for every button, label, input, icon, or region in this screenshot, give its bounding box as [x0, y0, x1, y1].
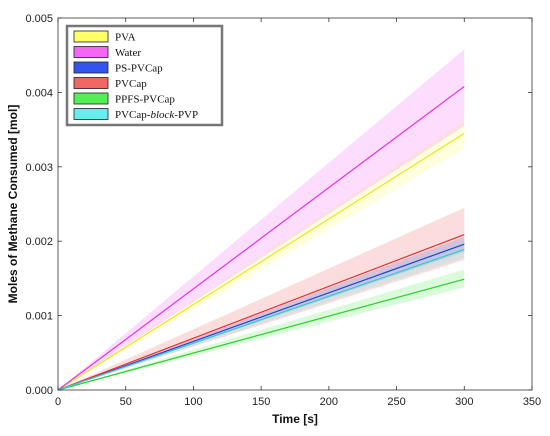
plot-frame	[57, 17, 533, 391]
x-tick-label: 250	[387, 396, 405, 408]
y-tick-label: 0.005	[25, 13, 53, 25]
x-tick-label: 150	[252, 396, 270, 408]
y-tick-label: 0.004	[25, 87, 53, 99]
series-line	[57, 243, 465, 391]
legend-label: PVA	[115, 32, 136, 44]
legend-swatch	[73, 46, 109, 58]
legend-label: PS-PVCap	[115, 63, 163, 75]
x-axis: 0 50 100 150 200 250 300 350	[55, 18, 541, 408]
series-line	[57, 278, 465, 391]
series-line	[57, 248, 465, 391]
y-tick-label: 0.000	[25, 385, 53, 397]
legend-label-text: PVA	[115, 32, 136, 44]
legend-swatch	[73, 108, 109, 120]
legend-label: PPFS-PVCap	[115, 94, 175, 106]
confidence-band	[58, 120, 465, 390]
confidence-bands	[58, 49, 465, 391]
legend-label-text: PS-PVCap	[115, 63, 163, 75]
x-tick-label: 50	[120, 396, 132, 408]
x-tick-label: 200	[320, 396, 338, 408]
x-tick-label: 350	[523, 396, 541, 408]
legend-label-italic: block	[150, 109, 175, 121]
x-axis-title: Time [s]	[272, 412, 318, 426]
legend-label: PVCap-block-PVP	[115, 109, 198, 121]
legend: PVA Water PS-PVCap PVCap PPFS-PVCap PVCap-blo…	[65, 24, 224, 127]
series-line	[57, 85, 465, 391]
series-line	[57, 132, 465, 391]
legend-label-suffix: -PVP	[174, 109, 198, 121]
legend-label: PVCap	[115, 78, 147, 90]
confidence-band	[58, 49, 465, 391]
y-axis-title: Moles of Methane Consumed [mol]	[6, 105, 20, 304]
series-lines	[57, 85, 465, 391]
legend-swatch	[73, 77, 109, 89]
y-tick-label: 0.003	[25, 162, 53, 174]
legend-swatch	[73, 61, 109, 74]
series-line	[57, 233, 465, 391]
legend-swatch	[73, 30, 109, 43]
legend-label-text: PVCap	[115, 78, 147, 90]
legend-swatch	[73, 92, 109, 105]
x-tick-label: 300	[455, 396, 473, 408]
y-tick-label: 0.001	[25, 311, 53, 323]
confidence-band	[58, 207, 465, 390]
legend-box	[65, 24, 224, 127]
confidence-band	[58, 269, 465, 390]
x-tick-label: 100	[184, 396, 202, 408]
confidence-band	[58, 241, 465, 390]
y-axis: 0.000 0.001 0.002 0.003 0.004 0.005	[25, 13, 532, 397]
legend-label-text: Water	[115, 47, 141, 59]
legend-label: Water	[115, 47, 141, 59]
legend-label-text: PPFS-PVCap	[115, 94, 175, 106]
legend-label-text: PVCap-	[115, 109, 151, 121]
x-tick-label: 0	[55, 396, 61, 408]
y-tick-label: 0.002	[25, 236, 53, 248]
confidence-band	[58, 236, 465, 390]
